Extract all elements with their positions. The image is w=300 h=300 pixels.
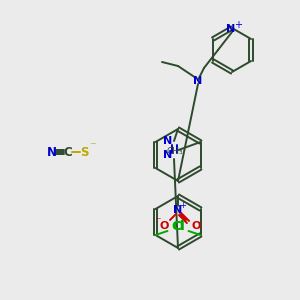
Text: N: N <box>164 150 172 160</box>
Text: N: N <box>164 136 172 146</box>
Text: CH₃: CH₃ <box>166 148 183 157</box>
Text: +: + <box>234 20 242 30</box>
Text: O: O <box>159 221 169 231</box>
Text: N: N <box>47 146 57 158</box>
Text: +: + <box>180 200 186 209</box>
Text: C: C <box>64 146 72 158</box>
Text: Cl: Cl <box>171 220 184 233</box>
Text: N: N <box>194 76 202 86</box>
Text: ⁻: ⁻ <box>89 140 95 154</box>
Text: O: O <box>191 221 201 231</box>
Text: N: N <box>226 24 236 34</box>
Text: S: S <box>80 146 88 158</box>
Text: N: N <box>173 205 183 215</box>
Text: Cl: Cl <box>172 220 185 233</box>
Text: ⁻: ⁻ <box>154 215 160 229</box>
